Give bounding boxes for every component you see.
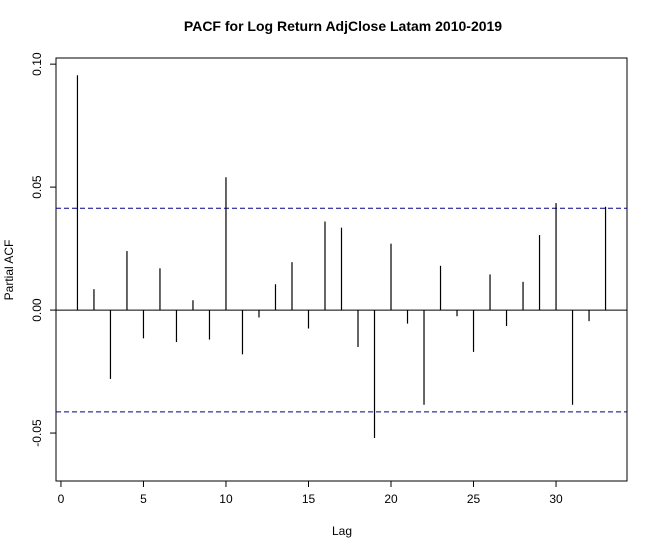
y-tick-label: 0.00 [30,298,44,322]
x-tick-label: 15 [302,492,316,506]
y-axis-label: Partial ACF [2,240,16,301]
x-axis-label: Lag [332,524,352,538]
x-tick-label: 20 [384,492,398,506]
pacf-bars [76,75,607,438]
x-tick-label: 25 [467,492,481,506]
x-axis: 0 5 10 15 20 25 30 [58,480,563,506]
y-tick-label: -0.05 [30,419,44,447]
x-tick-label: 30 [549,492,563,506]
confidence-bounds [56,207,627,413]
x-tick-label: 5 [140,492,147,506]
x-tick-label: 10 [219,492,233,506]
y-tick-label: 0.10 [30,52,44,76]
y-tick-label: 0.05 [30,175,44,199]
y-axis: -0.05 0.00 0.05 0.10 [30,52,57,447]
x-tick-label: 0 [58,492,65,506]
chart-title: PACF for Log Return AdjClose Latam 2010-… [184,18,502,34]
